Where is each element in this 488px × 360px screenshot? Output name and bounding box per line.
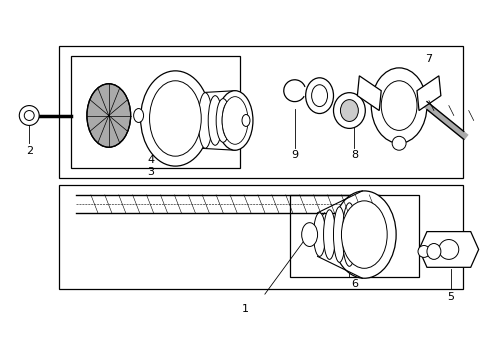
- Ellipse shape: [305, 78, 333, 113]
- Text: 4: 4: [147, 155, 154, 165]
- Ellipse shape: [217, 91, 252, 150]
- Polygon shape: [59, 185, 462, 289]
- Text: 6: 6: [350, 279, 357, 289]
- Text: 5: 5: [447, 292, 453, 302]
- Text: 8: 8: [350, 150, 357, 160]
- Text: 9: 9: [290, 150, 298, 160]
- Circle shape: [19, 105, 39, 125]
- Ellipse shape: [333, 93, 365, 129]
- Polygon shape: [357, 76, 381, 111]
- Circle shape: [417, 246, 429, 257]
- Ellipse shape: [216, 99, 230, 142]
- Ellipse shape: [370, 68, 426, 143]
- Ellipse shape: [426, 243, 440, 260]
- Text: 1: 1: [241, 304, 248, 314]
- Ellipse shape: [340, 100, 358, 121]
- Text: 7: 7: [425, 54, 431, 64]
- Ellipse shape: [332, 191, 395, 278]
- Ellipse shape: [141, 71, 210, 166]
- Ellipse shape: [313, 213, 325, 256]
- Ellipse shape: [208, 96, 222, 145]
- Ellipse shape: [87, 84, 130, 147]
- Ellipse shape: [381, 81, 416, 130]
- Polygon shape: [59, 46, 462, 178]
- Polygon shape: [418, 231, 478, 267]
- Circle shape: [438, 239, 458, 260]
- Polygon shape: [416, 76, 440, 111]
- Ellipse shape: [149, 81, 201, 156]
- Ellipse shape: [242, 114, 249, 126]
- Ellipse shape: [222, 96, 247, 144]
- Ellipse shape: [301, 223, 317, 247]
- Ellipse shape: [323, 210, 335, 260]
- Ellipse shape: [133, 109, 143, 122]
- Circle shape: [24, 111, 34, 121]
- Ellipse shape: [342, 203, 356, 266]
- Circle shape: [391, 136, 405, 150]
- Ellipse shape: [311, 85, 327, 107]
- Text: 3: 3: [147, 167, 154, 177]
- Text: 2: 2: [25, 146, 33, 156]
- Ellipse shape: [341, 201, 386, 268]
- Ellipse shape: [222, 102, 236, 139]
- Ellipse shape: [198, 93, 212, 148]
- Polygon shape: [71, 56, 240, 168]
- Polygon shape: [289, 195, 418, 277]
- Ellipse shape: [333, 207, 345, 262]
